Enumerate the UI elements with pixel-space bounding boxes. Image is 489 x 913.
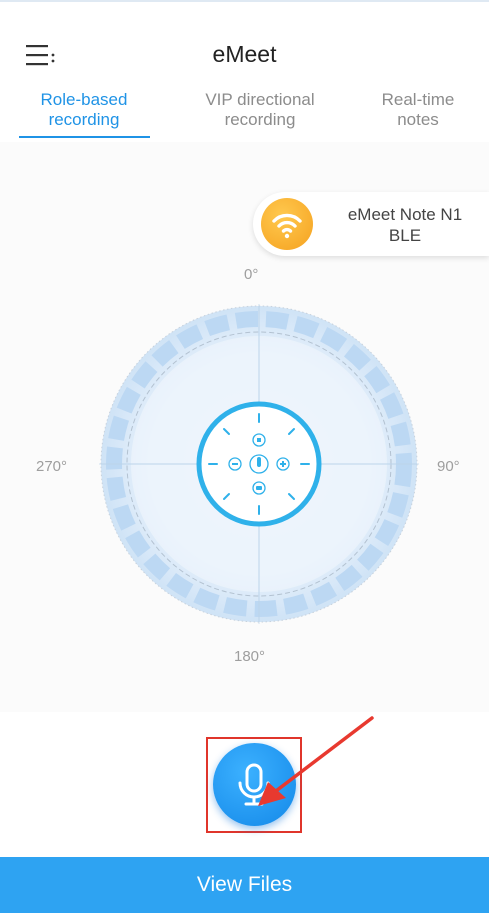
tab-bar: Role-based recording VIP directional rec… [0,90,489,140]
record-button[interactable] [213,743,296,826]
degree-label-right: 90° [437,458,460,475]
app-header: eMeet [0,10,489,80]
tab-vip-directional-recording[interactable]: VIP directional recording [185,90,335,130]
tab-label-line2: recording [224,110,296,129]
wifi-icon [261,198,313,250]
tab-role-based-recording[interactable]: Role-based recording [9,90,159,130]
device-name-line1: eMeet Note N1 [347,205,463,224]
degree-label-bottom: 180° [234,648,266,665]
top-divider [0,0,489,2]
direction-radar [99,304,419,624]
degree-label-left: 270° [36,458,68,475]
device-name: eMeet Note N1 BLE [331,204,479,246]
active-tab-indicator [19,136,150,138]
tab-label-line1: VIP directional [205,90,315,109]
device-name-line2: BLE [388,226,422,245]
degree-label-top: 0° [244,266,259,283]
tab-label-line2: notes [397,110,439,129]
device-status-card[interactable]: eMeet Note N1 BLE [253,192,489,256]
tab-label-line1: Real-time [381,90,455,109]
hamburger-menu-icon[interactable] [24,42,58,70]
page-title: eMeet [212,41,277,67]
tab-real-time-notes[interactable]: Real-time notes [343,90,489,130]
microphone-icon [238,763,270,806]
tab-label-line2: recording [48,110,120,129]
view-files-button[interactable]: View Files [0,857,489,913]
tab-label-line1: Role-based [40,90,128,109]
